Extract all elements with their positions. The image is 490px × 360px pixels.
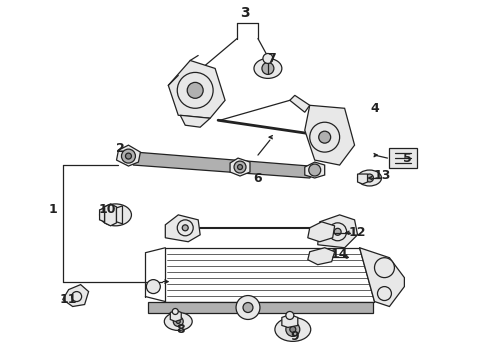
Polygon shape (180, 115, 210, 127)
Text: 6: 6 (254, 171, 262, 185)
Circle shape (290, 327, 296, 332)
Ellipse shape (254, 58, 282, 78)
Circle shape (172, 309, 178, 315)
Text: 9: 9 (291, 330, 299, 343)
Text: 14: 14 (331, 248, 348, 261)
Ellipse shape (275, 318, 311, 341)
Text: 12: 12 (349, 226, 367, 239)
Circle shape (187, 82, 203, 98)
Text: 7: 7 (268, 52, 276, 65)
Polygon shape (171, 310, 181, 321)
Polygon shape (282, 315, 298, 328)
Polygon shape (358, 174, 368, 184)
Polygon shape (117, 206, 122, 224)
Circle shape (286, 311, 294, 319)
Polygon shape (308, 248, 335, 265)
Polygon shape (130, 152, 315, 178)
Circle shape (72, 292, 82, 302)
Circle shape (286, 323, 300, 336)
Circle shape (177, 72, 213, 108)
Circle shape (182, 225, 188, 231)
Circle shape (177, 220, 193, 236)
Ellipse shape (99, 204, 131, 226)
Bar (390, 148, 417, 168)
Polygon shape (168, 60, 225, 118)
Circle shape (374, 258, 394, 278)
Circle shape (147, 280, 160, 293)
Text: 10: 10 (99, 203, 116, 216)
Circle shape (263, 54, 273, 63)
Circle shape (310, 122, 340, 152)
Circle shape (318, 131, 331, 143)
Circle shape (173, 316, 183, 327)
Ellipse shape (358, 170, 382, 186)
Bar (148, 302, 372, 314)
Circle shape (234, 161, 246, 173)
Polygon shape (99, 208, 104, 222)
Polygon shape (117, 145, 141, 166)
Polygon shape (305, 162, 325, 178)
Circle shape (122, 149, 135, 163)
Circle shape (377, 287, 392, 301)
Polygon shape (360, 248, 404, 306)
Circle shape (329, 223, 346, 241)
Polygon shape (165, 215, 200, 242)
Circle shape (262, 62, 274, 75)
Circle shape (243, 302, 253, 312)
Circle shape (238, 165, 243, 170)
Circle shape (309, 164, 321, 176)
Text: 3: 3 (240, 6, 250, 20)
Polygon shape (104, 204, 117, 226)
Circle shape (113, 212, 118, 217)
Polygon shape (318, 215, 358, 248)
Text: 4: 4 (370, 102, 379, 115)
Text: 13: 13 (374, 168, 391, 181)
Circle shape (110, 209, 122, 221)
Text: 2: 2 (116, 141, 125, 155)
Text: 8: 8 (176, 323, 185, 336)
Circle shape (366, 174, 373, 182)
Circle shape (176, 319, 180, 323)
Circle shape (125, 153, 131, 159)
Circle shape (236, 296, 260, 319)
Text: 5: 5 (403, 152, 412, 165)
Polygon shape (63, 285, 89, 306)
Ellipse shape (164, 312, 192, 330)
Polygon shape (308, 222, 335, 242)
Text: 1: 1 (49, 203, 57, 216)
Polygon shape (290, 95, 310, 112)
Text: 11: 11 (60, 293, 77, 306)
Circle shape (334, 228, 341, 235)
Polygon shape (305, 105, 355, 165)
Polygon shape (230, 158, 250, 176)
